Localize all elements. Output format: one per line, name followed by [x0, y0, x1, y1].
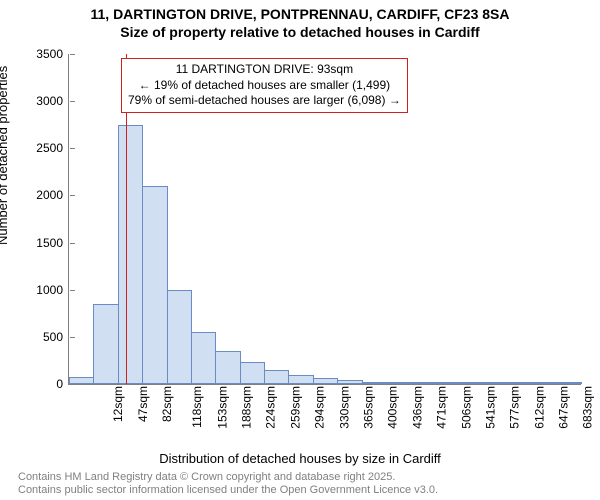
- y-tick: 2500: [36, 141, 69, 155]
- x-tick: 47sqm: [136, 386, 150, 422]
- x-tick: 188sqm: [240, 386, 254, 429]
- chart-title-line2: Size of property relative to detached ho…: [0, 24, 600, 40]
- credits-line2: Contains public sector information licen…: [18, 484, 438, 498]
- annotation-line2: ← 19% of detached houses are smaller (1,…: [128, 78, 401, 94]
- y-tick: 1000: [36, 283, 69, 297]
- credits-line1: Contains HM Land Registry data © Crown c…: [18, 471, 438, 485]
- histogram-bar: [557, 382, 582, 384]
- histogram-bar: [313, 378, 338, 384]
- x-tick: 294sqm: [313, 386, 327, 429]
- histogram-bar: [69, 377, 94, 384]
- histogram-bar: [167, 290, 192, 384]
- y-tick: 0: [56, 377, 69, 391]
- histogram-bar: [142, 186, 167, 384]
- histogram-bar: [410, 382, 435, 384]
- x-tick: 12sqm: [111, 386, 125, 422]
- y-tick: 3000: [36, 94, 69, 108]
- x-tick: 224sqm: [264, 386, 278, 429]
- x-tick: 365sqm: [362, 386, 376, 429]
- histogram-bar: [288, 375, 313, 384]
- marker-annotation: 11 DARTINGTON DRIVE: 93sqm ← 19% of deta…: [121, 58, 408, 113]
- credits: Contains HM Land Registry data © Crown c…: [18, 471, 438, 499]
- histogram-bar: [240, 362, 265, 384]
- x-tick: 400sqm: [386, 386, 400, 429]
- histogram-bar: [532, 382, 557, 384]
- x-tick: 647sqm: [557, 386, 571, 429]
- histogram-bar: [264, 370, 289, 384]
- x-axis-label: Distribution of detached houses by size …: [0, 451, 600, 466]
- histogram-bar: [435, 382, 460, 384]
- y-axis-label: Number of detached properties: [0, 66, 10, 245]
- x-tick: 577sqm: [508, 386, 522, 429]
- y-tick: 500: [43, 330, 69, 344]
- x-tick: 471sqm: [435, 386, 449, 429]
- histogram-bar: [362, 382, 387, 384]
- y-tick: 2000: [36, 188, 69, 202]
- x-tick: 612sqm: [532, 386, 546, 429]
- histogram-bar: [93, 304, 118, 384]
- x-tick: 683sqm: [581, 386, 595, 429]
- histogram-bar: [191, 332, 216, 384]
- histogram-bar: [337, 380, 362, 384]
- histogram-bar: [386, 382, 411, 384]
- x-tick: 330sqm: [337, 386, 351, 429]
- x-tick: 153sqm: [215, 386, 229, 429]
- histogram-bar: [215, 351, 240, 384]
- histogram-bar: [118, 125, 143, 384]
- x-tick: 259sqm: [289, 386, 303, 429]
- annotation-line3: 79% of semi-detached houses are larger (…: [128, 93, 401, 109]
- x-tick: 436sqm: [410, 386, 424, 429]
- histogram-bar: [483, 382, 508, 384]
- histogram-bar: [508, 382, 533, 384]
- x-tick: 82sqm: [160, 386, 174, 422]
- y-tick: 1500: [36, 236, 69, 250]
- x-tick: 541sqm: [484, 386, 498, 429]
- histogram-bar: [459, 382, 484, 384]
- chart-title-line1: 11, DARTINGTON DRIVE, PONTPRENNAU, CARDI…: [0, 0, 600, 24]
- annotation-line1: 11 DARTINGTON DRIVE: 93sqm: [128, 62, 401, 78]
- x-tick: 118sqm: [190, 386, 204, 428]
- x-tick: 506sqm: [459, 386, 473, 429]
- plot-area: 050010001500200025003000350012sqm47sqm82…: [68, 54, 581, 385]
- y-tick: 3500: [36, 47, 69, 61]
